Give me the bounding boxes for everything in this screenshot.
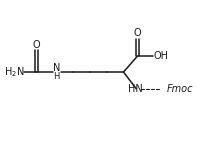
Text: O: O [133,28,141,38]
Text: H: H [54,72,60,81]
Text: Fmoc: Fmoc [167,84,193,94]
Text: OH: OH [153,51,168,61]
Text: H$_2$N: H$_2$N [4,65,25,79]
Text: O: O [32,40,40,50]
Text: HN: HN [128,84,143,94]
Text: N: N [53,63,60,73]
